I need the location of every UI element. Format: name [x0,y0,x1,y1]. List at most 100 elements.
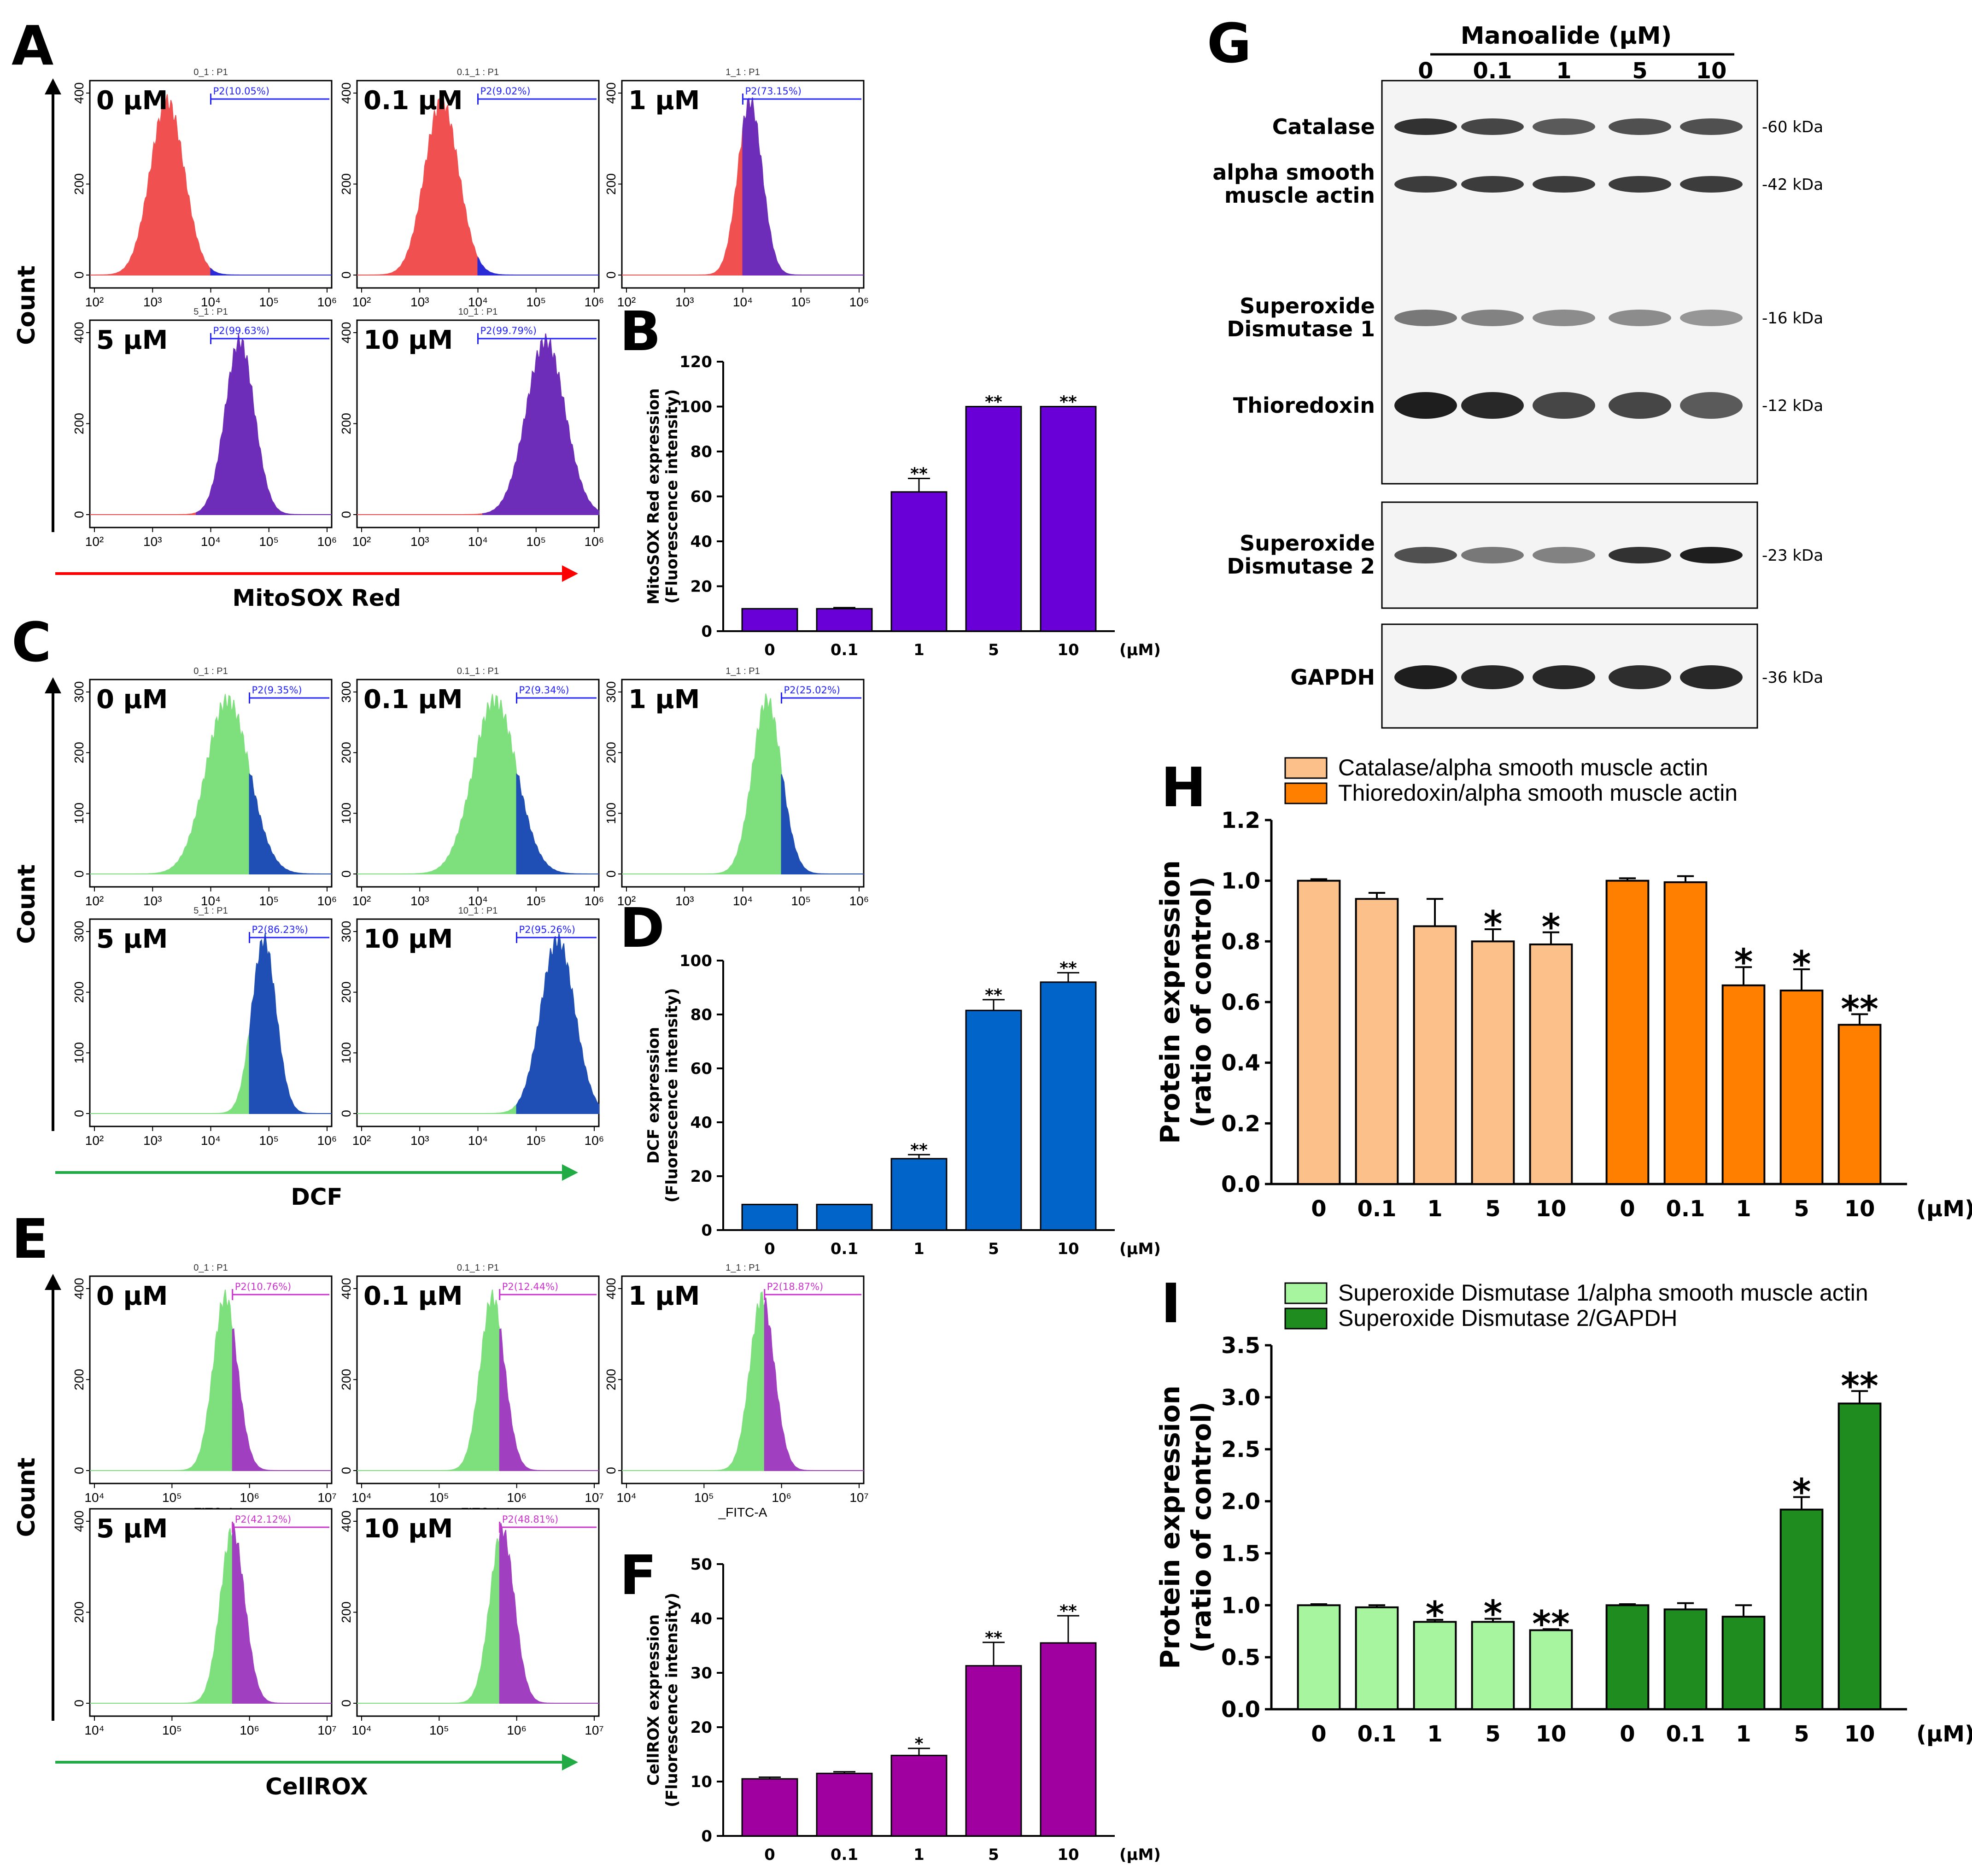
chart-d-xtick-label: 0 [764,1240,775,1258]
flow-c-hist-1-gate-label: P2(9.35%) [252,685,302,696]
wb-band [1533,176,1595,193]
flow-c-count-label: Count [13,864,41,944]
flow-a-x-arrowhead [562,565,578,582]
panel-label-c: C [12,610,52,674]
chart-i-bar [1779,1508,1824,1711]
flow-e-hist-4-dose-label: 5 μM [96,1514,168,1544]
chart-f-xtick-label: 0 [764,1846,775,1864]
chart-f-ylabel-line-1: CellROX expression [644,1614,663,1786]
chart-b-xtick-label: 10 [1057,641,1079,659]
flow-a-hist-2-xtick-label: 10⁶ [585,295,604,309]
flow-a-hist-4-xtick-label: 10⁴ [201,534,221,549]
flow-a-hist-3-negative-population [622,128,743,276]
flow-a-hist-1-xtick-label: 10⁵ [259,295,279,309]
wb-band [1533,392,1595,419]
wb-kda-label: -23 kDa [1762,546,1823,565]
flow-c-hist-2-gate-label: P2(9.34%) [519,685,569,696]
chart-i-bar [1837,1402,1882,1710]
flow-a-hist-2-title: 0.1_1 : P1 [457,67,499,77]
chart-d-ylabel-line-1: DCF expression [644,1027,663,1164]
flow-c-hist-3-xtick-label: 10⁴ [733,894,753,908]
wb-kda-label: -36 kDa [1762,668,1823,687]
flow-c-hist-5-xtick-label: 10⁵ [526,1133,546,1148]
wb-band [1609,310,1671,326]
flow-a-hist-4-gate-label: P2(99.63%) [213,325,269,336]
flow-c-hist-1-title: 0_1 : P1 [193,666,228,676]
chart-b-bar [890,491,948,632]
flow-a-hist-5-ytick-label: 0 [339,511,353,518]
chart-i-ytick-label: 1.5 [1221,1541,1260,1566]
chart-f-ytick-label: 30 [690,1664,712,1683]
chart-d-bar [965,1009,1022,1231]
wb-band [1609,392,1671,419]
flow-a-hist-5-xtick-label: 10² [352,534,371,549]
chart-i-ylabel-line-1: Protein expression [1154,1385,1186,1669]
chart-d-ytick-label: 80 [690,1006,712,1024]
flow-a-hist-5-ytick-label: 200 [339,413,353,434]
flow-a-hist-2-xtick-label: 10³ [410,295,429,309]
flow-e-hist-3-dose-label: 1 μM [628,1281,700,1311]
flow-a-hist-3-title: 1_1 : P1 [726,67,760,77]
flow-a-hist-5-title: 10_1 : P1 [458,307,498,317]
flow-e-hist-4-ytick-label: 0 [72,1700,86,1707]
flow-a-hist-5-ytick-label: 400 [339,322,353,344]
flow-e-hist-4-negative-population [90,1528,233,1704]
flow-a-hist-2-positive-population [477,257,599,276]
flow-c-hist-4-gate-label: P2(86.23%) [252,924,308,935]
chart-i-xtick-label: 5 [1485,1721,1500,1747]
flow-e-hist-4-xtick-label: 10⁵ [162,1723,182,1737]
chart-d-xtick-label: 1 [913,1240,925,1258]
wb-band [1533,118,1595,135]
chart-h-bar [1355,898,1399,1185]
flow-e-hist-2-ytick-label: 400 [339,1278,353,1300]
flow-a-hist-3-ytick-label: 200 [604,173,618,195]
flow-e-hist-5-positive-population [499,1523,599,1704]
chart-b-xtick-label: 5 [988,641,999,659]
flow-c-hist-1-ytick-label: 0 [72,870,86,878]
panel-label-b: B [620,299,661,363]
flow-e-hist-5-xtick-label: 10⁴ [351,1723,371,1737]
wb-row-label-line-1: alpha smooth [1212,160,1375,185]
flow-c-hist-2-xtick-label: 10⁵ [526,894,546,908]
chart-h-bar [1721,984,1766,1185]
chart-b-xtick-label: 0 [764,641,775,659]
flow-c-hist-2-ytick-label: 300 [339,681,353,703]
chart-h-significance: * [1542,907,1561,949]
flow-c-hist-4-positive-population [249,933,332,1114]
chart-h-xtick-label: 5 [1485,1196,1500,1222]
flow-a-hist-5-positive-population [482,333,599,515]
flow-a-hist-2-gate-label: P2(9.02%) [480,86,531,97]
chart-i-bar [1605,1604,1650,1710]
flow-a-hist-2-ytick-label: 0 [339,271,353,279]
chart-d-ytick-label: 100 [679,952,712,970]
chart-b-ytick-label: 60 [690,488,712,506]
flow-a-hist-1-xtick-label: 10² [85,295,104,309]
flow-c-hist-5-xtick-label: 10⁴ [468,1133,488,1148]
flow-e-hist-3-title: 1_1 : P1 [726,1263,760,1273]
flow-e-hist-3-xtick-label: 10⁴ [616,1490,636,1505]
wb-dose-label: 5 [1632,58,1647,84]
chart-i-significance: ** [1841,1366,1878,1407]
wb-row-label: Thioredoxin [1233,393,1375,418]
flow-e-hist-3-xsub-label: _FITC-A [718,1505,767,1519]
flow-c-hist-2-xtick-label: 10² [352,894,371,908]
flow-e-hist-5-gate-label: P2(48.81%) [502,1514,558,1525]
flow-e-x-label: CellROX [265,1773,368,1800]
flow-c-hist-4-ytick-label: 200 [72,981,86,1003]
chart-i-xtick-label: 0.1 [1666,1721,1705,1747]
chart-b-ylabel-line-1: MitoSOX Red expression [644,388,663,605]
flow-c-hist-2-ytick-label: 0 [339,870,353,878]
flow-a-hist-3-xtick-label: 10² [617,295,636,309]
chart-f-ytick-label: 0 [701,1827,712,1846]
chart-f-xtick-label: 5 [988,1846,999,1864]
chart-b-xtick-label: 0.1 [831,641,858,659]
wb-row-label-line-2: Dismutase 2 [1227,554,1375,579]
wb-band [1461,118,1524,135]
chart-f-xtick-label: 0.1 [831,1846,858,1864]
wb-band [1533,665,1595,689]
chart-i-bar [1413,1621,1457,1710]
wb-band [1680,118,1743,135]
